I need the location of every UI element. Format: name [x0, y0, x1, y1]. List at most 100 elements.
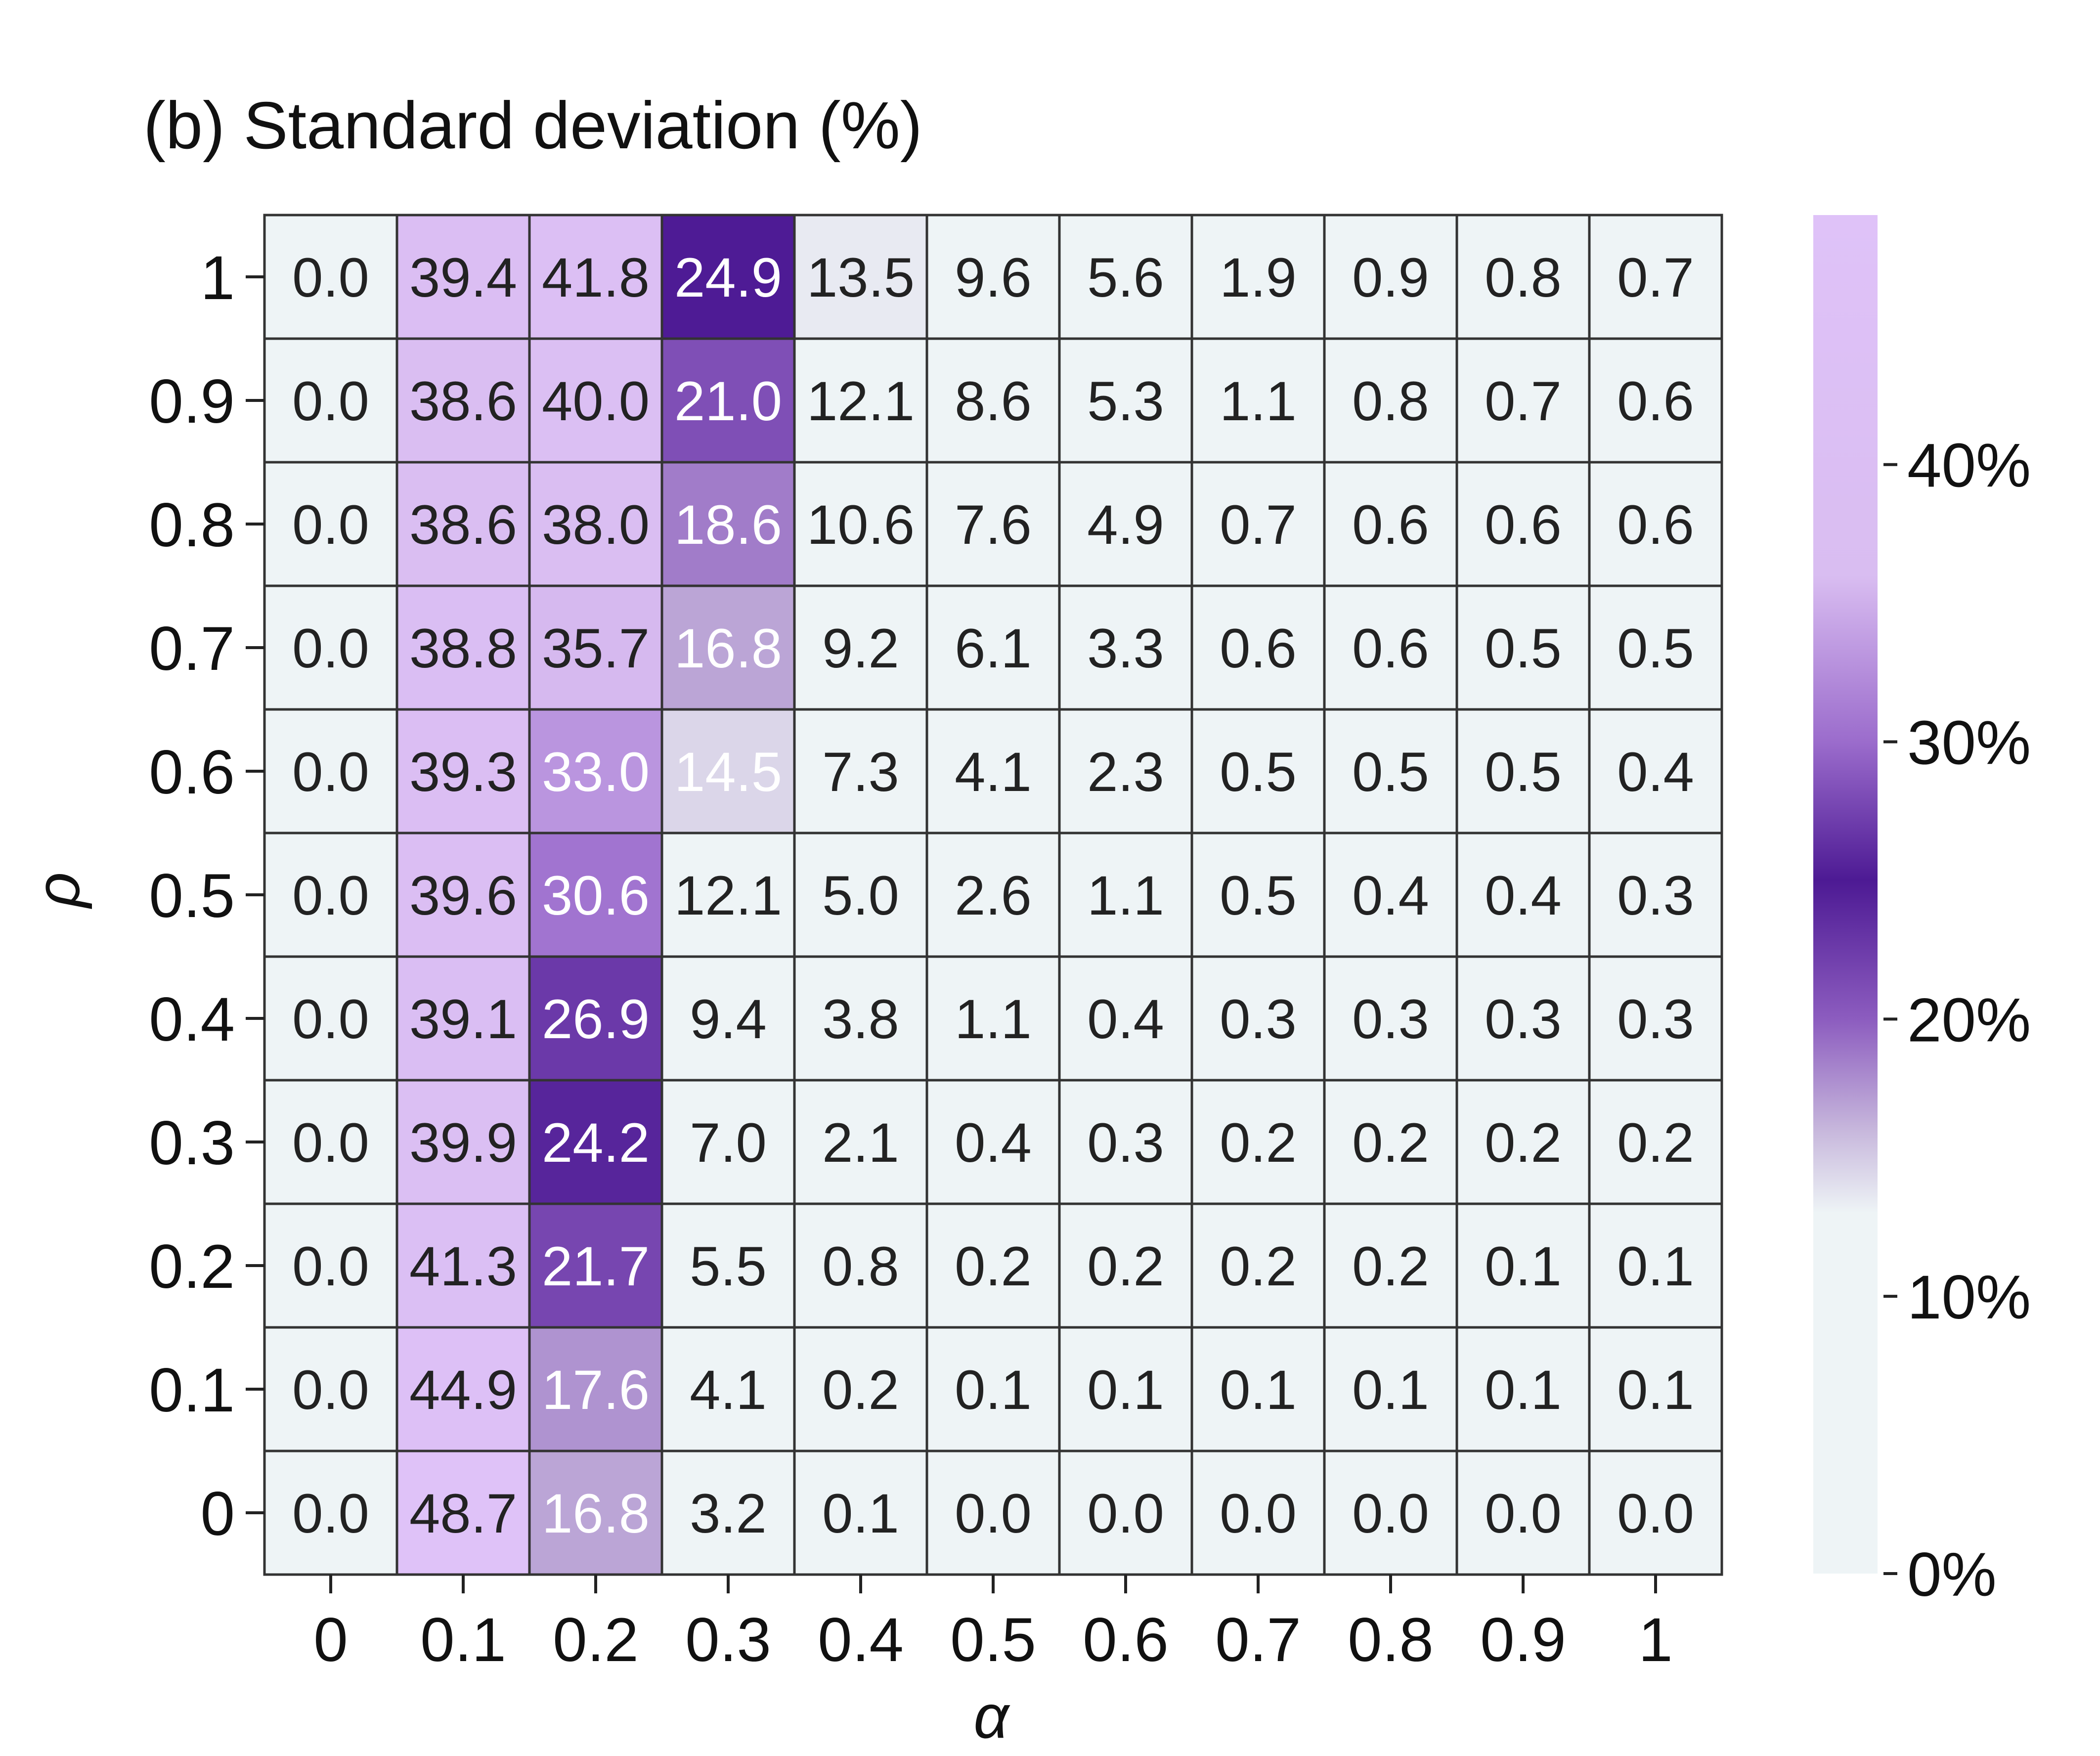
heatmap-cell	[528, 461, 663, 587]
y-tick-label: 0.9	[149, 367, 235, 436]
cell-value-label: 0.0	[1352, 1483, 1429, 1544]
cell-value-label: 0.3	[1617, 988, 1694, 1050]
heatmap-cell	[263, 955, 398, 1082]
cell-value-label: 0.8	[1485, 247, 1562, 308]
heatmap-cell	[1058, 1202, 1193, 1329]
cell-value-label: 0.4	[1352, 865, 1429, 926]
x-tick-label: 0	[313, 1606, 348, 1674]
cell-value-label: 17.6	[542, 1359, 650, 1421]
cell-value-label: 0.2	[1485, 1112, 1562, 1174]
cell-value-label: 0.3	[1220, 988, 1297, 1050]
cell-value-label: 8.6	[955, 370, 1032, 432]
y-tick-label: 0.5	[149, 862, 235, 930]
cell-value-label: 0.8	[822, 1235, 899, 1297]
heatmap-cell	[1058, 1079, 1193, 1205]
cell-value-label: 0.6	[1617, 494, 1694, 556]
colorbar: 0% 10% 20% 30% 40%	[1813, 215, 2031, 1609]
cell-value-label: 0.4	[1087, 988, 1164, 1050]
heatmap-cell	[1588, 461, 1723, 587]
cell-value-label: 0.0	[292, 1235, 369, 1297]
cell-value-label: 0.5	[1352, 741, 1429, 803]
heatmap-cell	[793, 1326, 928, 1452]
heatmap-cell	[925, 955, 1061, 1082]
cell-value-label: 16.8	[674, 617, 782, 679]
heatmap-cell	[1058, 955, 1193, 1082]
cell-value-label: 5.6	[1087, 247, 1164, 308]
cell-value-label: 0.2	[1220, 1112, 1297, 1174]
cell-value-label: 0.5	[1485, 617, 1562, 679]
cell-value-label: 44.9	[409, 1359, 517, 1421]
x-tick-label: 0.6	[1083, 1606, 1169, 1674]
heatmap-cell	[1323, 832, 1458, 958]
heatmap-cell	[1323, 1326, 1458, 1452]
heatmap-cell	[1588, 708, 1723, 834]
cell-value-label: 1.9	[1220, 247, 1297, 308]
heatmap-cell	[660, 584, 796, 711]
cell-value-label: 0.1	[1617, 1359, 1694, 1421]
cell-value-label: 39.4	[409, 247, 517, 308]
cell-value-label: 33.0	[542, 741, 650, 803]
cell-value-label: 38.8	[409, 617, 517, 679]
heatmap-cell	[1190, 337, 1326, 464]
heatmap-cell	[1588, 955, 1723, 1082]
heatmap-cell	[660, 1326, 796, 1452]
heatmap-cell	[1588, 337, 1723, 464]
heatmap-cell	[793, 461, 928, 587]
heatmap-cell	[1190, 955, 1326, 1082]
y-tick-labels: 1 0.9 0.8 0.7 0.6 0.5 0.4 0.3 0.2 0.1 0	[149, 244, 264, 1548]
heatmap-cell	[660, 708, 796, 834]
heatmap-cell	[1588, 832, 1723, 958]
cell-value-label: 39.6	[409, 865, 517, 926]
cell-value-label: 0.3	[1352, 988, 1429, 1050]
heatmap-cell	[1455, 1202, 1591, 1329]
cell-value-label: 2.6	[955, 865, 1032, 926]
cell-value-label: 0.4	[955, 1112, 1032, 1174]
cell-value-label: 0.8	[1352, 370, 1429, 432]
heatmap-cell	[793, 1079, 928, 1205]
cell-value-label: 13.5	[807, 247, 915, 308]
y-tick-label: 1	[200, 244, 235, 312]
x-tick-label: 0.1	[420, 1606, 506, 1674]
y-tick-label: 0.7	[149, 615, 235, 683]
heatmap-cell	[1323, 1202, 1458, 1329]
cell-value-label: 4.9	[1087, 494, 1164, 556]
cell-value-label: 0.5	[1485, 741, 1562, 803]
heatmap-cell	[1190, 1326, 1326, 1452]
heatmap-cell	[925, 584, 1061, 711]
x-tick-label: 0.5	[950, 1606, 1036, 1674]
cell-value-label: 38.6	[409, 370, 517, 432]
cell-value-label: 0.1	[1617, 1235, 1694, 1297]
heatmap-cell	[1190, 1449, 1326, 1576]
cell-value-label: 39.3	[409, 741, 517, 803]
x-tick-labels: 0 0.1 0.2 0.3 0.4 0.5 0.6 0.7 0.8 0.9 1	[313, 1575, 1673, 1674]
cell-value-label: 0.1	[1087, 1359, 1164, 1421]
heatmap-cell	[1588, 1326, 1723, 1452]
heatmap-cell	[1455, 214, 1591, 340]
x-tick-label: 0.2	[553, 1606, 639, 1674]
heatmap-cell	[1058, 337, 1193, 464]
heatmap-cell	[528, 584, 663, 711]
heatmap-cell	[1058, 708, 1193, 834]
y-tick-label: 0.8	[149, 491, 235, 560]
cell-value-label: 38.6	[409, 494, 517, 556]
cell-value-label: 0.7	[1617, 247, 1694, 308]
cell-value-label: 0.2	[1352, 1112, 1429, 1174]
cell-value-label: 0.6	[1617, 370, 1694, 432]
colorbar-tick-label: 20%	[1907, 986, 2031, 1054]
heatmap-cell	[263, 708, 398, 834]
x-tick-label: 0.4	[818, 1606, 904, 1674]
cell-value-label: 1.1	[1220, 370, 1297, 432]
cell-value-label: 0.0	[1220, 1483, 1297, 1544]
cell-value-label: 0.1	[1485, 1359, 1562, 1421]
cell-value-label: 0.0	[1617, 1483, 1694, 1544]
heatmap-cell	[1588, 214, 1723, 340]
cell-value-label: 0.4	[1485, 865, 1562, 926]
cell-value-label: 5.3	[1087, 370, 1164, 432]
heatmap-cells: 0.0 39.4 41.8 24.9 13.5 9.6 5.6 1.9 0.9 0.8 0.7 0.0…	[263, 214, 1723, 1576]
cell-value-label: 0.0	[292, 494, 369, 556]
cell-value-label: 40.0	[542, 370, 650, 432]
cell-value-label: 1.1	[1087, 865, 1164, 926]
heatmap-cell	[660, 955, 796, 1082]
cell-value-label: 21.0	[674, 370, 782, 432]
cell-value-label: 4.1	[955, 741, 1032, 803]
